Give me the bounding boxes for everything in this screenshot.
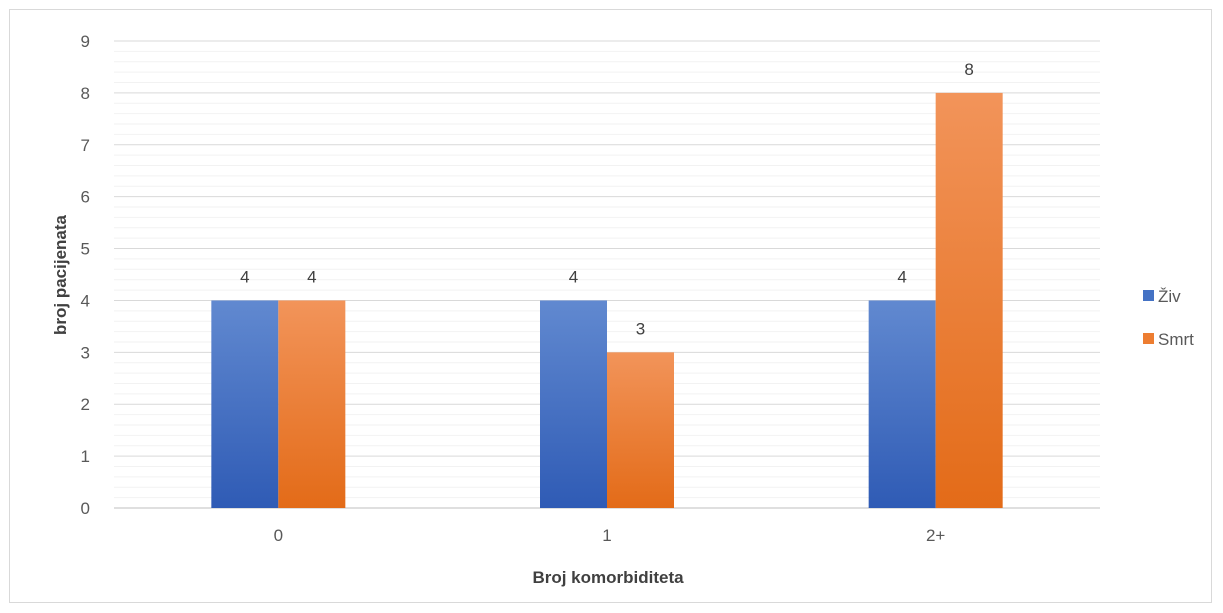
- y-tick-label: 7: [81, 136, 90, 155]
- y-tick-label: 1: [81, 447, 90, 466]
- y-axis-title: broj pacijenata: [51, 214, 70, 335]
- y-tick-label: 9: [81, 32, 90, 51]
- x-axis-title: Broj komorbiditeta: [532, 568, 684, 587]
- legend-item: Živ: [1143, 287, 1181, 306]
- legend-item: Smrt: [1143, 330, 1194, 349]
- y-tick-labels: 0 1 2 3 4 5 6 7 8 9: [81, 32, 90, 518]
- data-label: 3: [636, 319, 645, 338]
- legend-swatch: [1143, 333, 1154, 344]
- data-label: 8: [964, 60, 973, 79]
- bar-Smrt-1: [607, 352, 674, 508]
- y-tick-label: 0: [81, 499, 90, 518]
- legend-label: Živ: [1158, 287, 1181, 306]
- y-tick-label: 5: [81, 240, 90, 259]
- y-tick-label: 4: [81, 291, 90, 310]
- bar-Smrt-0: [278, 300, 346, 508]
- data-labels: 4 4 4 3 4 8: [240, 60, 974, 338]
- legend-swatch: [1143, 290, 1154, 301]
- bar-Živ-1: [540, 300, 607, 508]
- y-tick-label: 3: [81, 343, 90, 362]
- legend-label: Smrt: [1158, 330, 1194, 349]
- legend: Živ Smrt: [1143, 287, 1194, 349]
- y-tick-label: 2: [81, 395, 90, 414]
- y-tick-label: 8: [81, 84, 90, 103]
- bar-Smrt-2+: [935, 92, 1003, 508]
- bar-Živ-2+: [868, 300, 936, 508]
- bars: [211, 92, 1003, 508]
- y-tick-label: 6: [81, 188, 90, 207]
- data-label: 4: [569, 267, 578, 286]
- x-tick-label: 2+: [926, 526, 945, 545]
- data-label: 4: [240, 267, 249, 286]
- x-tick-label: 1: [602, 526, 611, 545]
- x-tick-label: 0: [274, 526, 283, 545]
- data-label: 4: [307, 267, 316, 286]
- bar-Živ-0: [211, 300, 279, 508]
- x-tick-labels: 0 1 2+: [274, 526, 946, 545]
- data-label: 4: [897, 267, 906, 286]
